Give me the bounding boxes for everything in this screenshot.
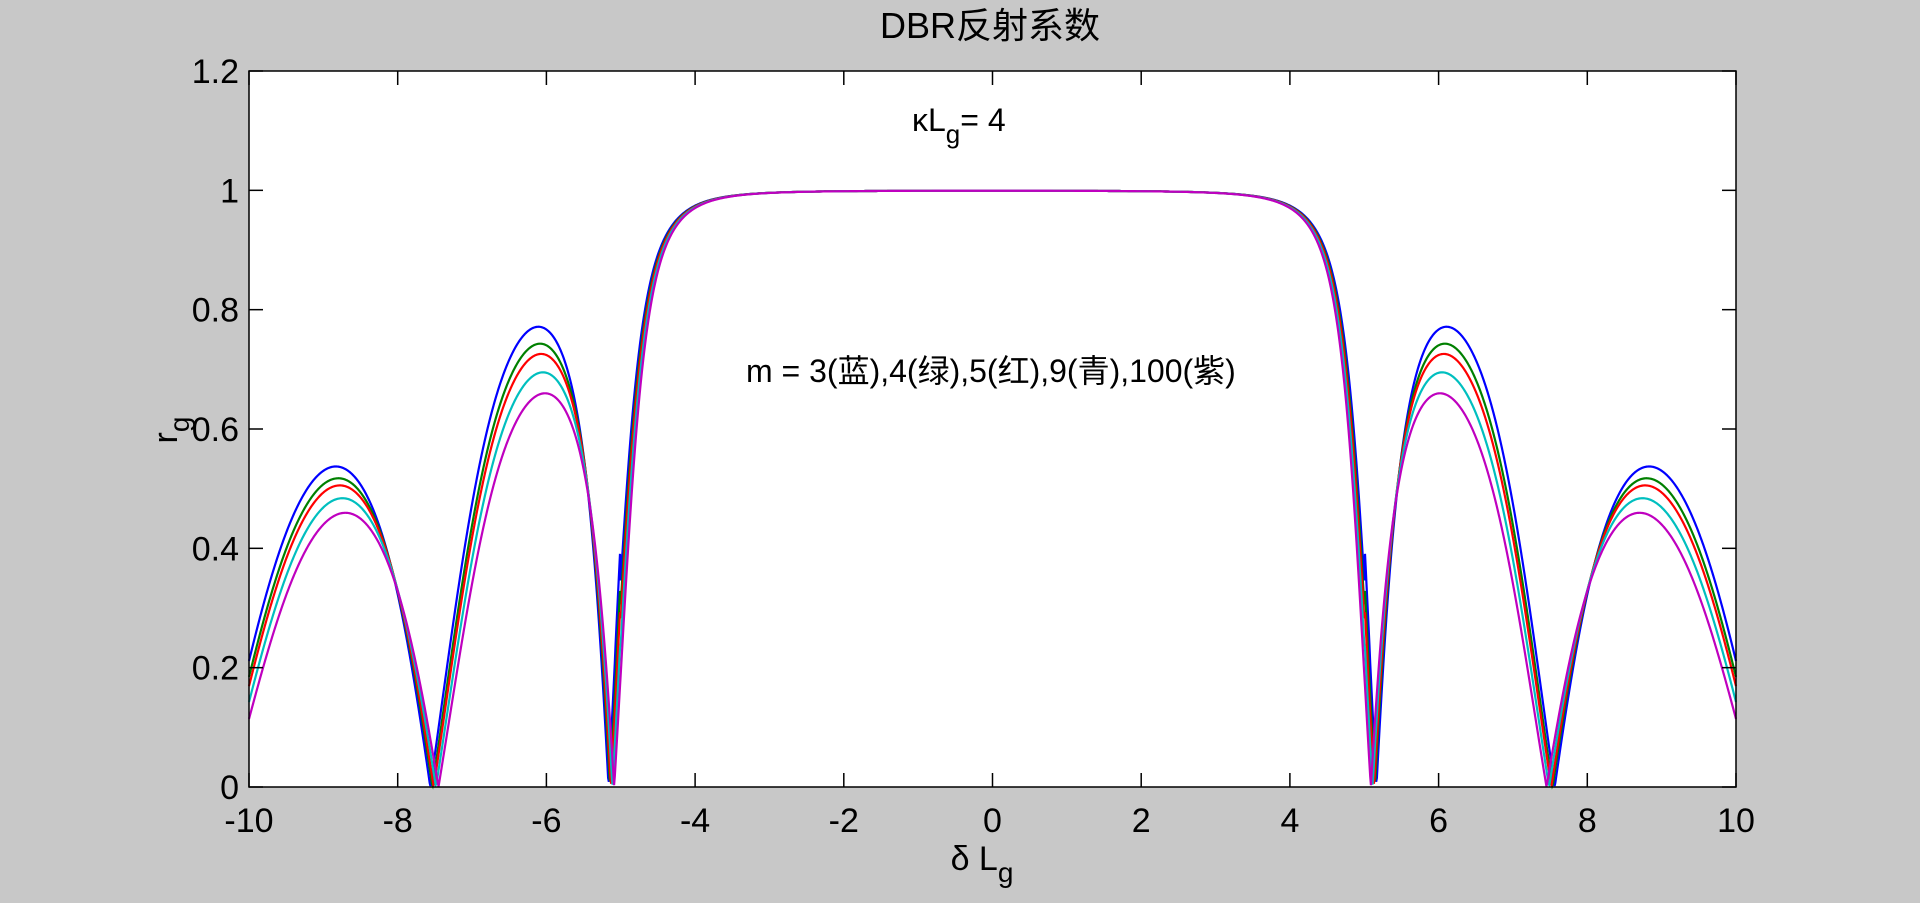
series-annotation: m = 3(蓝),4(绿),5(红),9(青),100(紫) xyxy=(746,353,1236,389)
y-tick-label: 0.2 xyxy=(192,650,239,688)
x-tick-label: 2 xyxy=(1132,802,1151,840)
x-tick-label: 8 xyxy=(1578,802,1597,840)
y-tick-label: 0.6 xyxy=(192,411,239,449)
x-tick-label: 0 xyxy=(983,802,1002,840)
x-axis-label: δ Lg xyxy=(951,840,1014,888)
x-tick-label: -10 xyxy=(224,802,273,840)
x-tick-label: -4 xyxy=(680,802,710,840)
y-tick-label: 1.2 xyxy=(192,53,239,91)
y-tick-label: 0.4 xyxy=(192,530,239,568)
chart-title: DBR反射系数 xyxy=(880,5,1100,46)
y-tick-label: 0 xyxy=(220,769,239,807)
x-tick-label: -2 xyxy=(829,802,859,840)
series-line-m100 xyxy=(247,189,1738,787)
axis-ticks: -10 -8 -6 -4 -2 0 2 4 6 8 10 0 0.2 0.4 0.6 0.8 1 1.2 xyxy=(192,53,1755,840)
x-tick-label: 10 xyxy=(1717,802,1755,840)
series-layer xyxy=(247,189,1738,790)
y-tick-label: 1 xyxy=(220,172,239,210)
kappa-annotation: κLg= 4 xyxy=(912,102,1006,149)
y-tick-label: 0.8 xyxy=(192,292,239,330)
x-tick-label: 4 xyxy=(1280,802,1299,840)
x-tick-label: 6 xyxy=(1429,802,1448,840)
y-axis-label: rg xyxy=(147,417,195,444)
x-tick-label: -8 xyxy=(383,802,413,840)
x-tick-label: -6 xyxy=(531,802,561,840)
plot-area xyxy=(249,71,1736,787)
